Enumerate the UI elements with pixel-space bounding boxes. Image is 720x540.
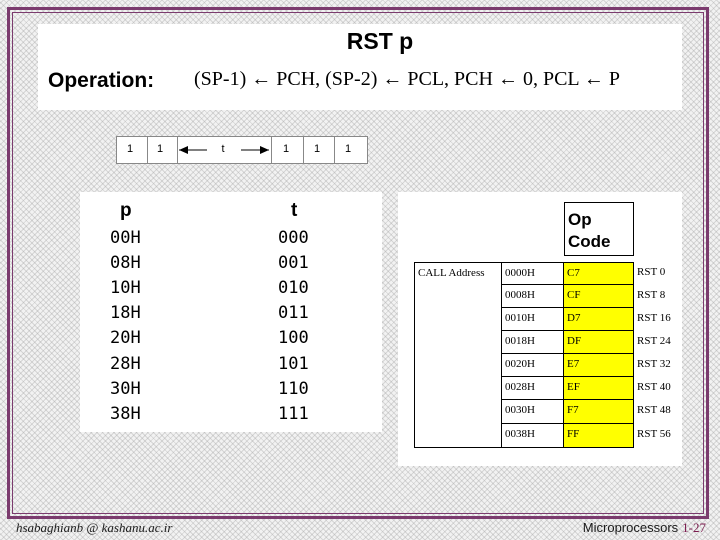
opcode-cell: FF — [564, 424, 634, 448]
rst-call-table: Op Code CALL Address 0000H C7 RST 0 0008… — [398, 192, 682, 466]
instruction-cell: RST 40 — [637, 381, 671, 393]
call-address-cell: 0000H — [502, 262, 564, 285]
call-address-cell: 0030H — [502, 400, 564, 424]
p-t-table: p t 00H 000 08H 001 10H 010 18H 011 20H … — [80, 192, 382, 432]
t-value: 111 — [278, 404, 309, 424]
p-value: 30H — [110, 379, 141, 399]
call-address-label: CALL Address — [414, 262, 502, 448]
t-value: 100 — [278, 328, 309, 348]
p-value: 18H — [110, 303, 141, 323]
title-panel: RST p Operation: (SP-1) ← PCH, (SP-2) ← … — [38, 24, 682, 110]
opcode-cell: DF — [564, 331, 634, 354]
slide-frame-inner — [12, 12, 704, 514]
slide-frame-outer — [7, 7, 709, 519]
operation-label: Operation: — [48, 69, 155, 92]
call-address-cell: 0028H — [502, 377, 564, 400]
p-value: 28H — [110, 354, 141, 374]
bit-divider — [271, 137, 272, 163]
instruction-cell: RST 24 — [637, 335, 671, 347]
bit-6: 1 — [156, 143, 164, 155]
bit-divider — [334, 137, 335, 163]
opcode-header: Op Code — [564, 202, 634, 256]
page-number: 1-27 — [682, 520, 706, 535]
bit-divider — [303, 137, 304, 163]
t-column-header: t — [291, 200, 298, 221]
t-value: 000 — [278, 228, 309, 248]
t-value: 110 — [278, 379, 309, 399]
instruction-cell: RST 32 — [637, 358, 671, 370]
opcode-cell: D7 — [564, 308, 634, 331]
instruction-cell: RST 8 — [637, 289, 666, 301]
p-value: 08H — [110, 253, 141, 273]
bit-divider — [147, 137, 148, 163]
t-value: 010 — [278, 278, 309, 298]
opcode-cell: EF — [564, 377, 634, 400]
p-value: 20H — [110, 328, 141, 348]
instruction-cell: RST 0 — [637, 266, 666, 278]
opcode-cell: F7 — [564, 400, 634, 424]
bit-t-field: t — [221, 143, 225, 155]
p-column-header: p — [120, 200, 132, 221]
opcode-bit-diagram: 1 1 t 1 1 1 — [116, 136, 368, 164]
opcode-cell: E7 — [564, 354, 634, 377]
course-name: Microprocessors — [582, 520, 679, 535]
t-value: 101 — [278, 354, 309, 374]
call-address-cell: 0018H — [502, 331, 564, 354]
t-field-arrows — [179, 146, 269, 154]
opcode-cell: CF — [564, 285, 634, 308]
call-address-cell: 0010H — [502, 308, 564, 331]
t-value: 011 — [278, 303, 309, 323]
instruction-cell: RST 48 — [637, 404, 671, 416]
bit-7: 1 — [126, 143, 134, 155]
instruction-cell: RST 56 — [637, 428, 671, 440]
instruction-cell: RST 16 — [637, 312, 671, 324]
call-address-cell: 0038H — [502, 424, 564, 448]
opcode-cell: C7 — [564, 262, 634, 285]
footer-course: Microprocessors 1-27 — [583, 520, 706, 536]
bit-0: 1 — [344, 143, 352, 155]
author-email: hsabaghianb @ kashanu.ac.ir — [16, 520, 173, 535]
call-address-cell: 0008H — [502, 285, 564, 308]
t-value: 001 — [278, 253, 309, 273]
call-address-cell: 0020H — [502, 354, 564, 377]
bit-2: 1 — [282, 143, 290, 155]
bit-divider — [177, 137, 178, 163]
p-value: 00H — [110, 228, 141, 248]
bit-1: 1 — [313, 143, 321, 155]
operation-text: (SP-1) ← PCH, (SP-2) ← PCL, PCH ← 0, PCL… — [194, 68, 621, 90]
slide-title: RST p — [346, 28, 414, 54]
p-value: 38H — [110, 404, 141, 424]
p-value: 10H — [110, 278, 141, 298]
